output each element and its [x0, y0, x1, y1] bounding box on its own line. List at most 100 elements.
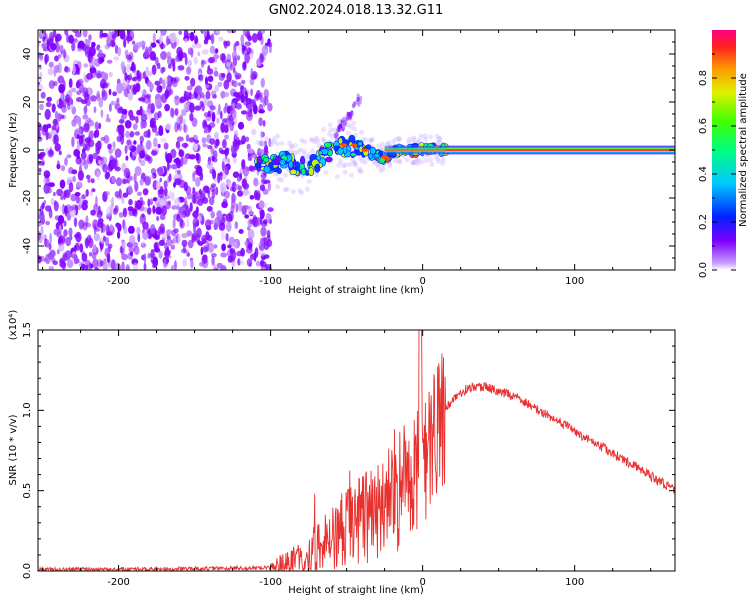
heatmap-noise-cell [258, 244, 265, 251]
heatmap-track-cell [279, 159, 286, 166]
heatmap-noise-cell [89, 251, 92, 257]
heatmap-noise-cell [149, 253, 153, 258]
heatmap-noise-cell [231, 181, 237, 193]
heatmap-noise-cell [118, 212, 124, 218]
heatmap-noise-cell [171, 205, 177, 210]
heatmap-halo-cell [326, 131, 332, 137]
heatmap-noise-cell [202, 245, 209, 253]
heatmap-halo-cell [301, 148, 307, 154]
heatmap-halo-cell [376, 164, 382, 170]
heatmap-noise-cell [115, 177, 123, 187]
heatmap-noise-cell [160, 51, 168, 60]
heatmap-noise-cell [68, 182, 74, 193]
heatmap-noise-cell [183, 91, 190, 101]
heatmap-track-cell [300, 168, 307, 176]
heatmap-halo-cell [310, 148, 315, 154]
heatmap-noise-cell [101, 88, 106, 98]
heatmap-noise-cell [100, 223, 104, 234]
heatmap-halo-cell [387, 163, 393, 169]
heatmap-noise-cell [147, 156, 153, 164]
heatmap-noise-cell [241, 79, 246, 85]
heatmap-peak-cell [361, 148, 369, 152]
heatmap-noise-cell [150, 168, 157, 175]
heatmap-noise-cell [256, 190, 261, 201]
heatmap-noise-cell [207, 242, 214, 254]
heatmap-noise-cell [136, 226, 141, 236]
heatmap-noise-cell [258, 141, 264, 147]
heatmap-noise-cell [258, 200, 265, 210]
heatmap-noise-cell [205, 231, 210, 241]
heatmap-noise-cell [39, 205, 44, 216]
heatmap-noise-cell [165, 153, 173, 164]
heatmap-noise-cell [194, 35, 199, 45]
heatmap-halo-cell [385, 141, 391, 147]
heatmap-noise-cell [232, 66, 236, 74]
y-tick-label: 1.5 [22, 322, 33, 338]
heatmap-noise-cell [134, 181, 139, 192]
heatmap-noise-cell [132, 262, 139, 270]
heatmap-noise-cell [140, 242, 147, 248]
heatmap-noise-cell [204, 126, 209, 134]
heatmap-noise-cell [263, 149, 269, 156]
heatmap-noise-cell [235, 74, 240, 80]
heatmap-halo-cell [254, 181, 260, 187]
heatmap-halo-cell [369, 137, 375, 143]
heatmap-noise-cell [78, 136, 85, 147]
heatmap-noise-cell [191, 232, 196, 243]
heatmap-noise-cell [107, 143, 112, 150]
heatmap-noise-cell [68, 206, 74, 212]
heatmap-noise-cell [63, 48, 66, 60]
heatmap-noise-cell [165, 229, 172, 235]
heatmap-noise-cell [102, 163, 108, 173]
heatmap-noise-cell [226, 72, 232, 83]
heatmap-halo-cell [304, 186, 310, 192]
heatmap-halo-cell [434, 156, 440, 162]
heatmap-noise-cell [64, 209, 68, 217]
heatmap-noise-cell [164, 76, 168, 85]
heatmap-noise-cell [45, 205, 52, 212]
heatmap-noise-cell [232, 56, 238, 67]
heatmap-noise-cell [259, 184, 266, 192]
heatmap-noise-cell [183, 124, 188, 134]
heatmap-noise-cell [85, 215, 89, 226]
heatmap-noise-cell [157, 166, 164, 177]
heatmap-noise-cell [104, 236, 110, 247]
heatmap-noise-cell [56, 249, 60, 255]
heatmap-noise-cell [127, 206, 134, 212]
heatmap-noise-cell [53, 228, 60, 236]
heatmap-halo-cell [308, 137, 314, 143]
heatmap-noise-cell [237, 258, 241, 266]
heatmap-halo-cell [259, 180, 264, 186]
heatmap-noise-cell [146, 112, 153, 120]
spectrogram-y-ticks: -40 -20 0 20 40 [22, 29, 675, 271]
heatmap-noise-cell [262, 120, 266, 127]
heatmap-halo-cell [341, 163, 347, 169]
heatmap-noise-cell [210, 109, 214, 116]
heatmap-noise-cell [192, 170, 195, 178]
y-tick-label: 0.0 [22, 563, 33, 579]
heatmap-track-cell [337, 137, 343, 145]
heatmap-noise-cell [111, 33, 116, 42]
heatmap-halo-cell [259, 150, 265, 155]
heatmap-noise-cell [141, 240, 145, 246]
heatmap-noise-cell [83, 159, 89, 170]
heatmap-noise-cell [71, 42, 76, 52]
heatmap-noise-cell [167, 89, 174, 96]
heatmap-noise-cell [140, 89, 148, 96]
heatmap-halo-cell [268, 142, 274, 148]
heatmap-noise-cell [204, 84, 210, 89]
heatmap-noise-cell [120, 241, 127, 248]
heatmap-halo-cell [410, 160, 416, 165]
heatmap-noise-cell [151, 150, 158, 156]
heatmap-noise-cell [120, 133, 125, 145]
heatmap-noise-cell [224, 124, 229, 133]
heatmap-halo-cell [338, 159, 344, 164]
heatmap-halo-cell [351, 120, 357, 126]
heatmap-noise-cell [208, 219, 214, 225]
heatmap-noise-cell [264, 97, 269, 106]
heatmap-noise-cell [195, 85, 203, 96]
heatmap-noise-cell [230, 63, 233, 71]
heatmap-noise-cell [264, 264, 272, 269]
heatmap-noise-cell [141, 119, 147, 129]
heatmap-noise-cell [121, 261, 125, 270]
